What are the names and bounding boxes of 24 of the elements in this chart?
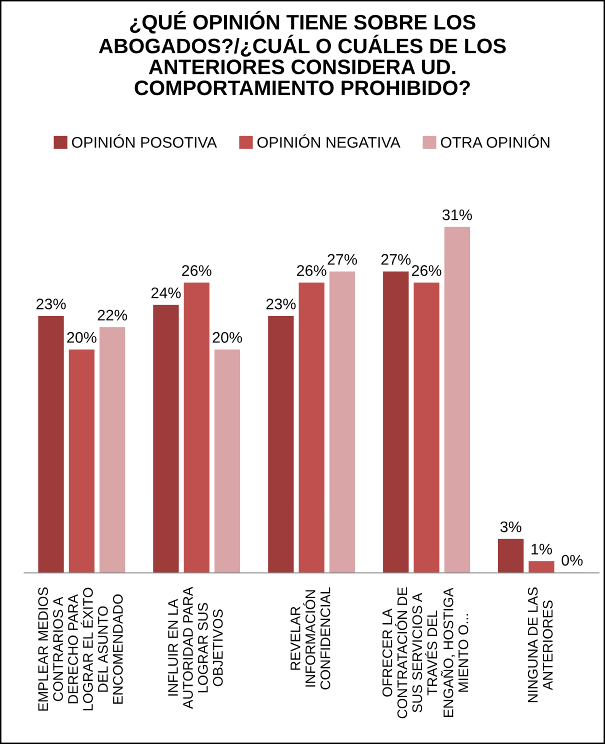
x-tick-label: INFLUIR EN LA AUTORIDAD PARA LOGRAR SUS OBJETIVOS	[168, 586, 223, 709]
data-label: 1%	[532, 544, 552, 554]
data-label: 20%	[212, 332, 242, 343]
x-tick-label: REVELAR INFORMACIÓN CONFIDENCIAL	[290, 587, 330, 690]
data-label: 27%	[381, 254, 411, 265]
data-label: 23%	[36, 298, 66, 310]
data-label: 27%	[328, 254, 357, 265]
data-label: 22%	[98, 310, 128, 320]
data-label: 23%	[266, 298, 296, 310]
legend-label: OPINIÓN NEGATIVA	[257, 134, 400, 148]
legend-label: OTRA OPINIÓN	[440, 134, 550, 148]
data-label: 24%	[151, 287, 181, 298]
data-label: 20%	[67, 332, 96, 343]
data-label: 31%	[442, 209, 472, 220]
data-label: 26%	[297, 265, 326, 276]
data-label: 26%	[182, 265, 212, 276]
chart-title: ¿QUÉ OPINIÓN TIENE SOBRE LOS ABOGADOS?/¿CUÁL O CUÁLES DE LOS ANTERIORES CONSIDERA UD. COMPORTAMIENTO PROHIBIDO?	[98, 10, 506, 96]
data-label: 0%	[562, 554, 583, 566]
legend-label: OPINIÓN POSOTIVA	[72, 134, 217, 148]
x-tick-label: NINGUNA DE LAS ANTERIORES	[528, 587, 553, 702]
data-label: 3%	[500, 521, 522, 532]
x-tick-label: OFRECER LA CONTRATACIÓN DE SUS SERVICIOS A TRAVÉS DEL ENGAÑO, HOSTIGA MIENTO O...	[382, 587, 468, 718]
x-tick-label: EMPLEAR MEDIOS CONTRARIOS A DERECHO PARA LOGRAR EL ÉXITO DEL ASUNTO ENCOMENDADO	[38, 587, 123, 711]
data-label: 26%	[412, 265, 442, 276]
